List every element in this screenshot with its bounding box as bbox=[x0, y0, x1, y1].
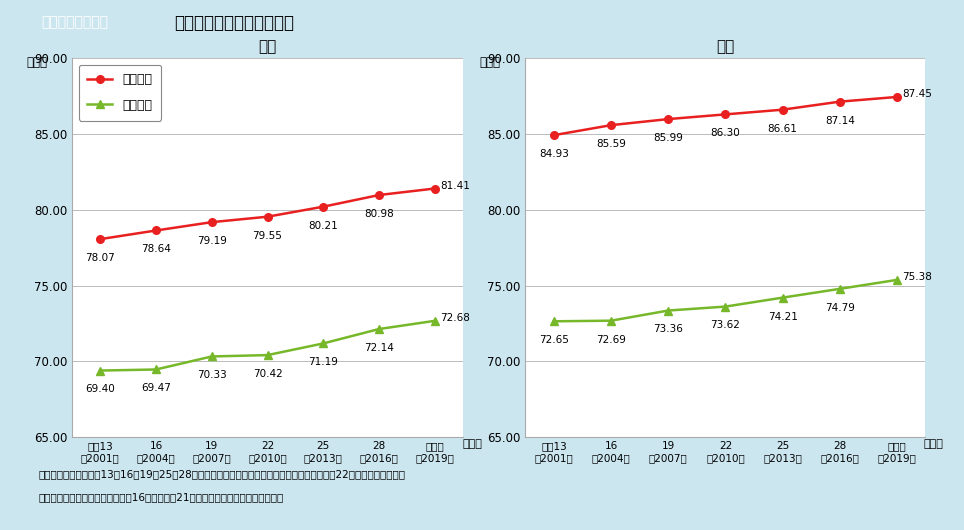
Text: 72.65: 72.65 bbox=[539, 335, 569, 345]
Title: 男性: 男性 bbox=[258, 39, 277, 55]
Text: 80.21: 80.21 bbox=[308, 220, 338, 231]
Text: 73.62: 73.62 bbox=[710, 321, 740, 331]
Text: 74.21: 74.21 bbox=[767, 312, 797, 322]
Text: 75.38: 75.38 bbox=[902, 272, 932, 282]
Text: 78.64: 78.64 bbox=[141, 244, 171, 254]
Text: 資料：平均寿命：平成13・16・19・25・28年・令和元年は、厚生労働省「簡易生命表」、平成22年は「完全生命表」: 資料：平均寿命：平成13・16・19・25・28年・令和元年は、厚生労働省「簡易… bbox=[39, 469, 406, 479]
Text: 健康寿命：厚生労働省「第16回健康日本21（第二次）推進専門委員会資料」: 健康寿命：厚生労働省「第16回健康日本21（第二次）推進専門委員会資料」 bbox=[39, 492, 283, 502]
Text: 73.36: 73.36 bbox=[654, 324, 683, 334]
Legend: 平均寿命, 健康寿命: 平均寿命, 健康寿命 bbox=[78, 65, 161, 120]
Text: 74.79: 74.79 bbox=[825, 303, 855, 313]
Title: 女性: 女性 bbox=[716, 39, 735, 55]
Text: 69.47: 69.47 bbox=[141, 383, 171, 393]
Text: 79.19: 79.19 bbox=[197, 236, 227, 246]
Text: 69.40: 69.40 bbox=[85, 384, 115, 394]
Text: 70.33: 70.33 bbox=[197, 370, 227, 381]
Text: 80.98: 80.98 bbox=[364, 209, 394, 219]
Text: 72.68: 72.68 bbox=[441, 313, 470, 323]
Text: 79.55: 79.55 bbox=[253, 231, 282, 241]
Text: 78.07: 78.07 bbox=[85, 253, 115, 263]
Text: 図１－２－２－２: 図１－２－２－２ bbox=[41, 15, 108, 30]
Text: 70.42: 70.42 bbox=[253, 369, 282, 379]
Text: 72.14: 72.14 bbox=[364, 343, 394, 353]
Text: （年）: （年） bbox=[479, 56, 500, 69]
Text: 84.93: 84.93 bbox=[539, 149, 569, 159]
Text: 72.69: 72.69 bbox=[596, 334, 626, 344]
Text: 86.61: 86.61 bbox=[767, 123, 797, 134]
Text: （年）: （年） bbox=[26, 56, 47, 69]
Text: 85.99: 85.99 bbox=[654, 133, 683, 143]
Text: （年）: （年） bbox=[463, 439, 483, 449]
Text: 87.45: 87.45 bbox=[902, 89, 932, 99]
Text: 健康寿命と平均寿命の推移: 健康寿命と平均寿命の推移 bbox=[174, 14, 294, 31]
Text: 86.30: 86.30 bbox=[710, 128, 740, 138]
Text: 87.14: 87.14 bbox=[825, 116, 855, 126]
Text: 85.59: 85.59 bbox=[596, 139, 626, 149]
Text: 71.19: 71.19 bbox=[308, 357, 338, 367]
Text: 81.41: 81.41 bbox=[441, 181, 470, 191]
Text: （年）: （年） bbox=[924, 439, 944, 449]
